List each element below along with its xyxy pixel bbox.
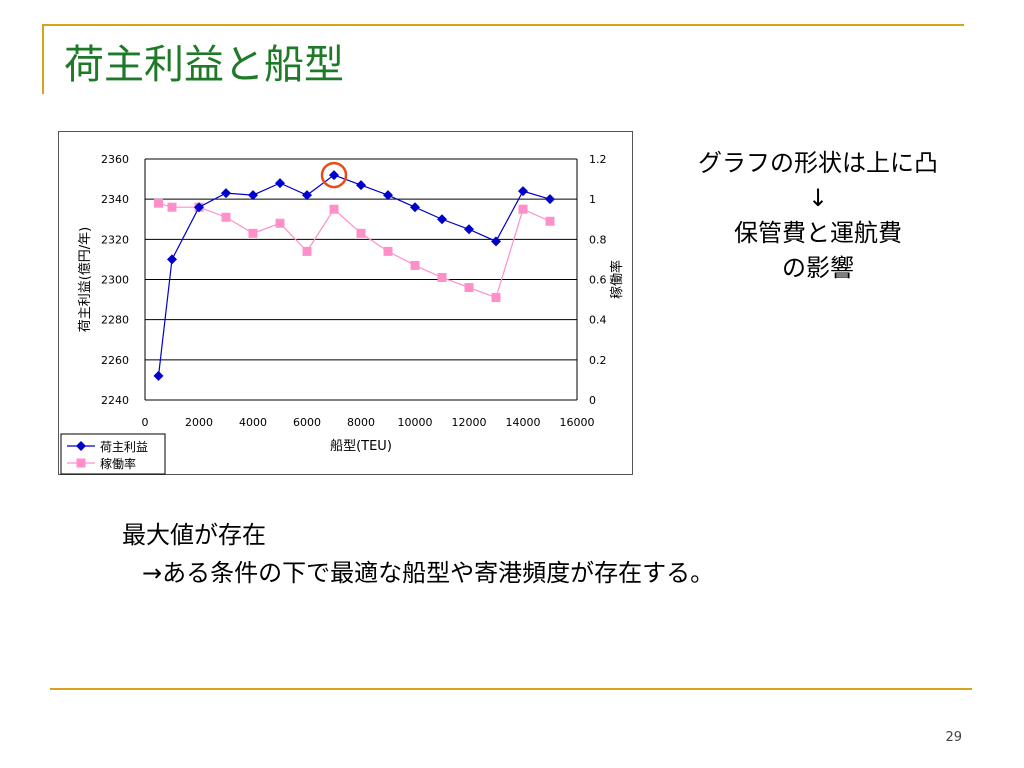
- y2-tick-label: 1.2: [589, 153, 607, 166]
- data-point: [545, 194, 555, 205]
- y-tick-label: 2360: [101, 153, 129, 166]
- y-axis-title: 荷主利益(億円/年): [77, 227, 93, 333]
- note-arrow: ↓: [807, 184, 829, 212]
- series-layer: [153, 161, 555, 381]
- x-tick-label: 4000: [239, 416, 267, 429]
- data-point: [383, 246, 393, 256]
- series-utilization: [154, 198, 555, 303]
- y-tick-label: 2320: [101, 233, 129, 246]
- data-point: [518, 204, 528, 214]
- bottom-accent-rule: [50, 688, 972, 690]
- x-tick-label: 6000: [293, 416, 321, 429]
- x-tick-label: 14000: [506, 416, 541, 429]
- x-axis-title: 船型(TEU): [330, 439, 392, 454]
- highlight-circle: [320, 161, 348, 189]
- data-point: [410, 202, 420, 213]
- data-point: [154, 198, 163, 208]
- data-point: [329, 204, 339, 214]
- note-line-2: 保管費と運航費: [734, 219, 902, 247]
- note-line-1: グラフの形状は上に凸: [698, 149, 938, 177]
- x-tick-label: 16000: [560, 416, 595, 429]
- data-point: [491, 236, 501, 247]
- data-point: [76, 458, 86, 468]
- data-point: [437, 272, 447, 282]
- data-point: [194, 202, 204, 213]
- data-point: [302, 246, 312, 256]
- x-tick-label: 8000: [347, 416, 375, 429]
- chart-container: 2240 2260 2280 2300 2320 2340 2360 0 0.2 0.4 0.6 0.…: [58, 131, 633, 475]
- left-accent-rule: [42, 24, 44, 94]
- y2-tick-label: 0.8: [589, 233, 607, 246]
- slide-title: 荷主利益と船型: [64, 42, 344, 88]
- data-point: [491, 293, 501, 303]
- y-tick-label: 2260: [101, 354, 129, 367]
- page-number: 29: [945, 730, 962, 745]
- data-point: [302, 190, 312, 201]
- note-line-3: の影響: [782, 254, 854, 282]
- data-point: [329, 170, 339, 181]
- y-tick-label: 2340: [101, 193, 129, 206]
- x-tick-label: 0: [142, 416, 149, 429]
- data-point: [248, 190, 258, 201]
- data-point: [167, 254, 177, 265]
- body-line-2: →ある条件の下で最適な船型や寄港頻度が存在する。: [142, 559, 715, 587]
- body-text: 最大値が存在 →ある条件の下で最適な船型や寄港頻度が存在する。: [122, 516, 714, 592]
- axes: [144, 159, 578, 401]
- series-line: [158, 202, 551, 299]
- data-point: [464, 224, 474, 235]
- y2-tick-label: 1: [589, 193, 596, 206]
- data-point: [221, 212, 231, 222]
- legend-label: 荷主利益: [100, 440, 148, 454]
- data-point: [153, 370, 164, 381]
- legend-label: 稼働率: [100, 456, 136, 471]
- data-point: [275, 218, 285, 228]
- data-point: [437, 214, 447, 225]
- data-point: [383, 190, 393, 201]
- y2-tick-label: 0.2: [589, 354, 607, 367]
- legend-box: [60, 433, 166, 475]
- tick-labels: 2240 2260 2280 2300 2320 2340 2360 0 0.2 0.4 0.6 0.…: [77, 153, 625, 454]
- series-line: [157, 174, 551, 376]
- annotation-note: グラフの形状は上に凸 ↓ 保管費と運航費 の影響: [648, 146, 988, 286]
- data-point: [221, 188, 231, 199]
- y-tick-label: 2240: [101, 394, 129, 407]
- body-line-1: 最大値が存在: [122, 521, 266, 549]
- data-point: [356, 180, 366, 191]
- data-point: [356, 228, 366, 238]
- grid-lines: [145, 158, 577, 401]
- dual-axis-line-chart: 2240 2260 2280 2300 2320 2340 2360 0 0.2 0.4 0.6 0.…: [60, 153, 625, 475]
- y2-tick-label: 0: [589, 394, 596, 407]
- x-tick-label: 2000: [185, 416, 213, 429]
- top-accent-rule: [42, 24, 964, 26]
- data-point: [464, 283, 474, 293]
- data-point: [410, 260, 420, 270]
- y2-tick-label: 0.4: [589, 314, 607, 327]
- x-tick-label: 10000: [398, 416, 433, 429]
- data-point: [76, 441, 86, 451]
- y2-axis-title: 稼働率: [609, 260, 625, 299]
- y-tick-label: 2300: [101, 274, 129, 287]
- series-profit: [153, 170, 555, 381]
- data-point: [167, 202, 177, 212]
- y2-tick-label: 0.6: [589, 274, 607, 287]
- data-point: [275, 178, 285, 189]
- y-tick-label: 2280: [101, 314, 129, 327]
- x-tick-label: 12000: [452, 416, 487, 429]
- data-point: [248, 228, 258, 238]
- data-point: [545, 216, 555, 226]
- data-point: [518, 186, 528, 197]
